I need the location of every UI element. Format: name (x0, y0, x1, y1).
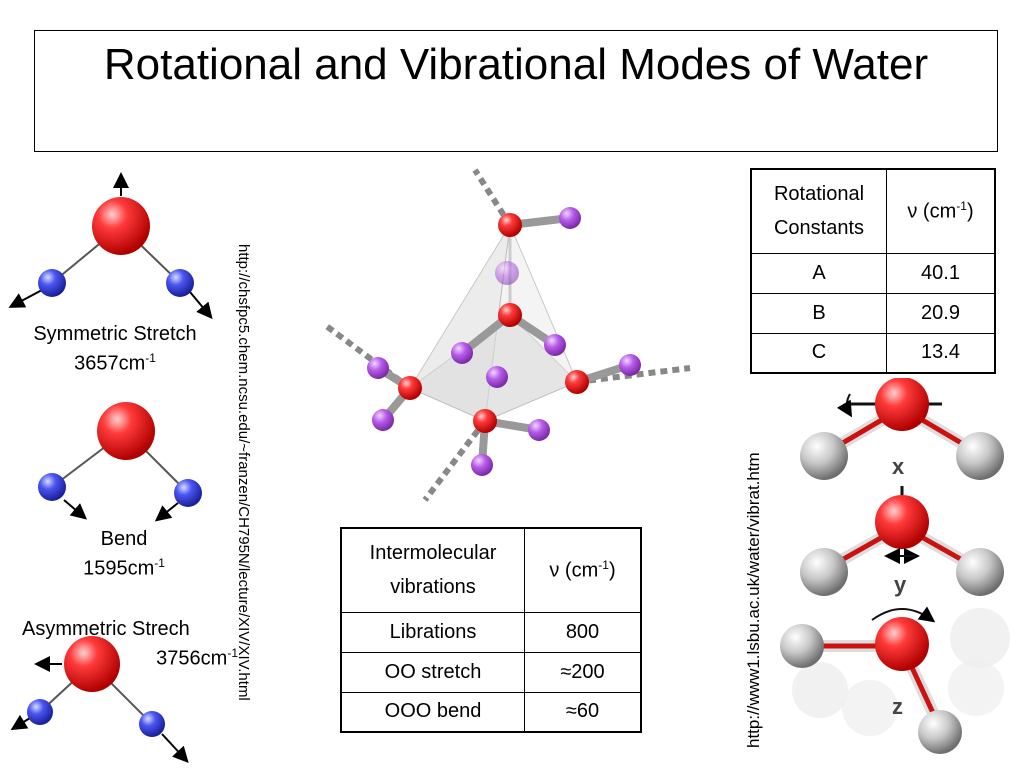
rotational-constants-table: Rotational Constants ν (cm-1) A 40.1 B 20.… (750, 168, 996, 374)
rot-header-close: ) (966, 200, 974, 223)
asymmetric-stretch-name: Asymmetric Strech (22, 618, 190, 640)
vib-row-value: 800 (524, 611, 642, 653)
vib-row-value: ≈60 (524, 691, 642, 733)
asymmetric-stretch-freq: 3756cm (156, 647, 228, 670)
rotation-z: z (780, 606, 1010, 754)
rot-header-col1: Rotational Constants (750, 168, 887, 254)
axis-y-label: y (894, 572, 907, 597)
vib-header-col2: ν (cm-1) (524, 527, 642, 613)
source-link-left-text[interactable]: http://chsfpc5.chem.ncsu.edu/~franzen/CH… (235, 244, 252, 701)
source-link-right[interactable]: http://www1.lsbu.ac.uk/water/vibrat.htm (744, 452, 764, 748)
rot-row-label: B (750, 292, 887, 334)
bend-label: Bend 1595cm-1 (44, 527, 204, 581)
title-box: Rotational and Vibrational Modes of Wate… (34, 30, 998, 152)
source-link-right-text[interactable]: http://www1.lsbu.ac.uk/water/vibrat.htm (744, 452, 763, 748)
table-row: A 40.1 (750, 252, 996, 294)
symmetric-stretch-name: Symmetric Stretch (33, 323, 197, 345)
symmetric-stretch-label: Symmetric Stretch 3657cm-1 (5, 322, 225, 376)
vib-header-close: ) (608, 559, 616, 582)
bend-exp: -1 (154, 556, 165, 570)
table-row: OOO bend ≈60 (340, 691, 642, 733)
rot-header-line2: Constants (773, 217, 865, 240)
asymmetric-stretch-label: Asymmetric Strech 3756cm-1 (22, 617, 238, 671)
bend-freq: 1595cm (83, 557, 155, 580)
bend-diagram (38, 402, 202, 522)
vib-row-label: OOO bend (340, 691, 525, 733)
asymmetric-stretch-exp: -1 (227, 646, 238, 660)
vib-row-label: Librations (340, 611, 525, 653)
vib-header-line2: vibrations (390, 576, 476, 599)
rot-row-label: A (750, 252, 887, 294)
vib-row-label: OO stretch (340, 651, 525, 693)
intermolecular-vibrations-table: Intermolecular vibrations ν (cm-1) Libra… (340, 527, 642, 733)
symmetric-stretch-freq: 3657cm (74, 352, 146, 375)
rot-header-line1: Rotational (773, 183, 865, 206)
table-row: C 13.4 (750, 332, 996, 374)
rot-row-value: 40.1 (886, 252, 996, 294)
rot-row-value: 20.9 (886, 292, 996, 334)
rotation-x: x (800, 378, 1004, 480)
table-row: Librations 800 (340, 611, 642, 653)
water-cluster-diagram (323, 168, 691, 502)
rotation-modes-diagram: x y z (780, 378, 1010, 754)
vib-header-nu: ν (cm (549, 559, 599, 582)
rotation-y: y (800, 486, 1004, 597)
axis-x-label: x (892, 454, 905, 479)
asymmetric-stretch-diagram (10, 636, 189, 763)
vib-row-value: ≈200 (524, 651, 642, 693)
vib-header-exp: -1 (598, 557, 609, 572)
page-title: Rotational and Vibrational Modes of Wate… (103, 40, 929, 89)
vib-header-col1: Intermolecular vibrations (340, 527, 525, 613)
vib-header-line1: Intermolecular (369, 542, 497, 565)
bend-name: Bend (100, 528, 148, 550)
source-link-left[interactable]: http://chsfpc5.chem.ncsu.edu/~franzen/CH… (235, 244, 252, 701)
rot-row-value: 13.4 (886, 332, 996, 374)
axis-z-label: z (892, 694, 903, 719)
rot-header-nu: ν (cm (907, 200, 957, 223)
symmetric-stretch-diagram (8, 172, 213, 320)
table-row: OO stretch ≈200 (340, 651, 642, 693)
symmetric-stretch-exp: -1 (145, 351, 156, 365)
rot-row-label: C (750, 332, 887, 374)
rot-header-col2: ν (cm-1) (886, 168, 996, 254)
rot-header-exp: -1 (956, 198, 967, 213)
table-row: B 20.9 (750, 292, 996, 334)
